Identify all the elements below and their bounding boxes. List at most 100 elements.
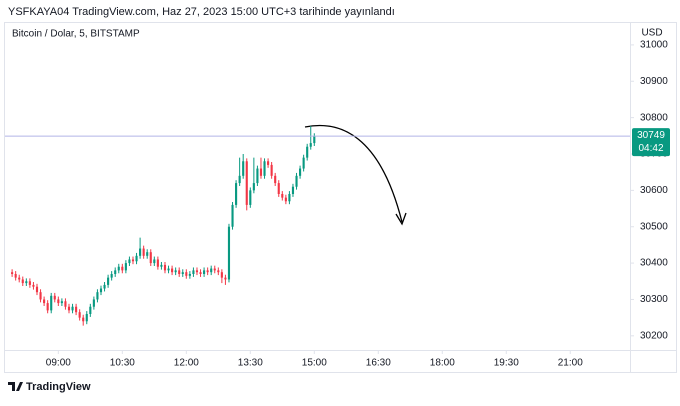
candle-body (57, 299, 60, 304)
candle-body (167, 268, 170, 271)
candles (11, 126, 316, 326)
candle-body (295, 175, 298, 187)
last-price-label: 30749 (637, 130, 665, 141)
candle-body (195, 270, 199, 273)
candle-body (242, 161, 245, 176)
candle-body (203, 270, 206, 274)
candle-body (153, 259, 156, 264)
candle-body (107, 277, 110, 285)
candle-body (146, 252, 149, 256)
candle-body (92, 299, 95, 307)
candle-body (277, 183, 280, 194)
candle-body (227, 226, 231, 280)
candle-body (188, 274, 191, 276)
x-tick-label: 15:00 (302, 358, 327, 369)
arrow-head (395, 212, 407, 226)
candle-body (139, 248, 142, 256)
candle-body (238, 175, 241, 184)
candle-body (121, 266, 124, 271)
candle-body (99, 288, 103, 293)
candle-body (160, 264, 163, 267)
candle-body (299, 168, 302, 176)
candle-body (131, 259, 135, 262)
candle-body (213, 268, 216, 271)
candle-body (274, 175, 277, 184)
candle-body (270, 164, 273, 176)
currency-label: USD (641, 28, 662, 39)
logo-icon (8, 382, 23, 391)
candle-body (64, 301, 67, 307)
candle-body (281, 194, 284, 198)
candle-body (114, 270, 117, 274)
candle-body (78, 312, 81, 318)
y-tick-label: 31000 (640, 40, 668, 51)
published-note: YSFKAYA04 TradingView.com, Haz 27, 2023 … (8, 6, 395, 18)
candle-body (235, 183, 238, 205)
candle-body (252, 183, 255, 191)
candle-body (220, 272, 223, 278)
chart-frame (4, 22, 677, 373)
candle-body (313, 136, 316, 144)
countdown-label: 04:42 (638, 143, 663, 154)
candle-body (259, 168, 263, 176)
candle-body (267, 161, 270, 165)
candle-body (224, 277, 227, 280)
candle-body (181, 272, 184, 274)
price-label-box (632, 128, 670, 157)
candle-body (288, 194, 291, 202)
x-tick-label: 10:30 (110, 358, 135, 369)
candle-body (25, 281, 28, 284)
candle-body (309, 143, 312, 147)
candle-body (171, 268, 174, 273)
candle-body (110, 274, 113, 278)
candle-body (117, 266, 120, 271)
symbol-title: Bitcoin / Dolar, 5, BITSTAMP (12, 29, 140, 40)
x-tick-label: 09:00 (46, 358, 71, 369)
candle-body (163, 264, 167, 271)
candle-body (103, 284, 106, 289)
candle-body (32, 284, 35, 287)
candle-body (142, 248, 145, 256)
candle-body (82, 317, 85, 322)
candle-body (199, 272, 202, 274)
candle-body (75, 306, 78, 313)
candle-body (71, 306, 74, 311)
candle-body (89, 306, 92, 314)
candle-body (185, 272, 188, 276)
candle-body (14, 274, 17, 278)
candle-body (85, 314, 88, 322)
candle-body (263, 161, 266, 176)
y-tick-label: 30400 (640, 258, 668, 269)
candle-body (302, 157, 305, 169)
x-tick-label: 18:00 (430, 358, 455, 369)
candle-body (35, 286, 39, 293)
candle-body (11, 272, 14, 274)
candle-body (39, 292, 42, 300)
candle-body (149, 252, 152, 264)
candle-body (217, 270, 220, 273)
candle-body (249, 190, 252, 205)
logo: TradingView (8, 381, 91, 393)
candle-body (231, 204, 234, 227)
candle-body (43, 299, 46, 304)
x-tick-label: 16:30 (366, 358, 391, 369)
candle-body (124, 263, 127, 271)
candle-body (18, 277, 21, 280)
x-tick-label: 13:30 (238, 358, 263, 369)
candle-body (178, 270, 181, 274)
x-tick-label: 21:00 (558, 358, 583, 369)
y-tick-label: 30500 (640, 221, 668, 232)
candle-body (245, 161, 248, 205)
candle-body (135, 255, 138, 262)
candle-body (256, 168, 259, 184)
candle-body (60, 301, 63, 304)
candle-body (21, 279, 24, 284)
candle-body (96, 292, 99, 300)
y-tick-label: 30600 (640, 185, 668, 196)
candle-body (28, 281, 31, 285)
candle-body (156, 259, 159, 267)
candle-body (50, 295, 53, 311)
y-tick-label: 30300 (640, 294, 668, 305)
